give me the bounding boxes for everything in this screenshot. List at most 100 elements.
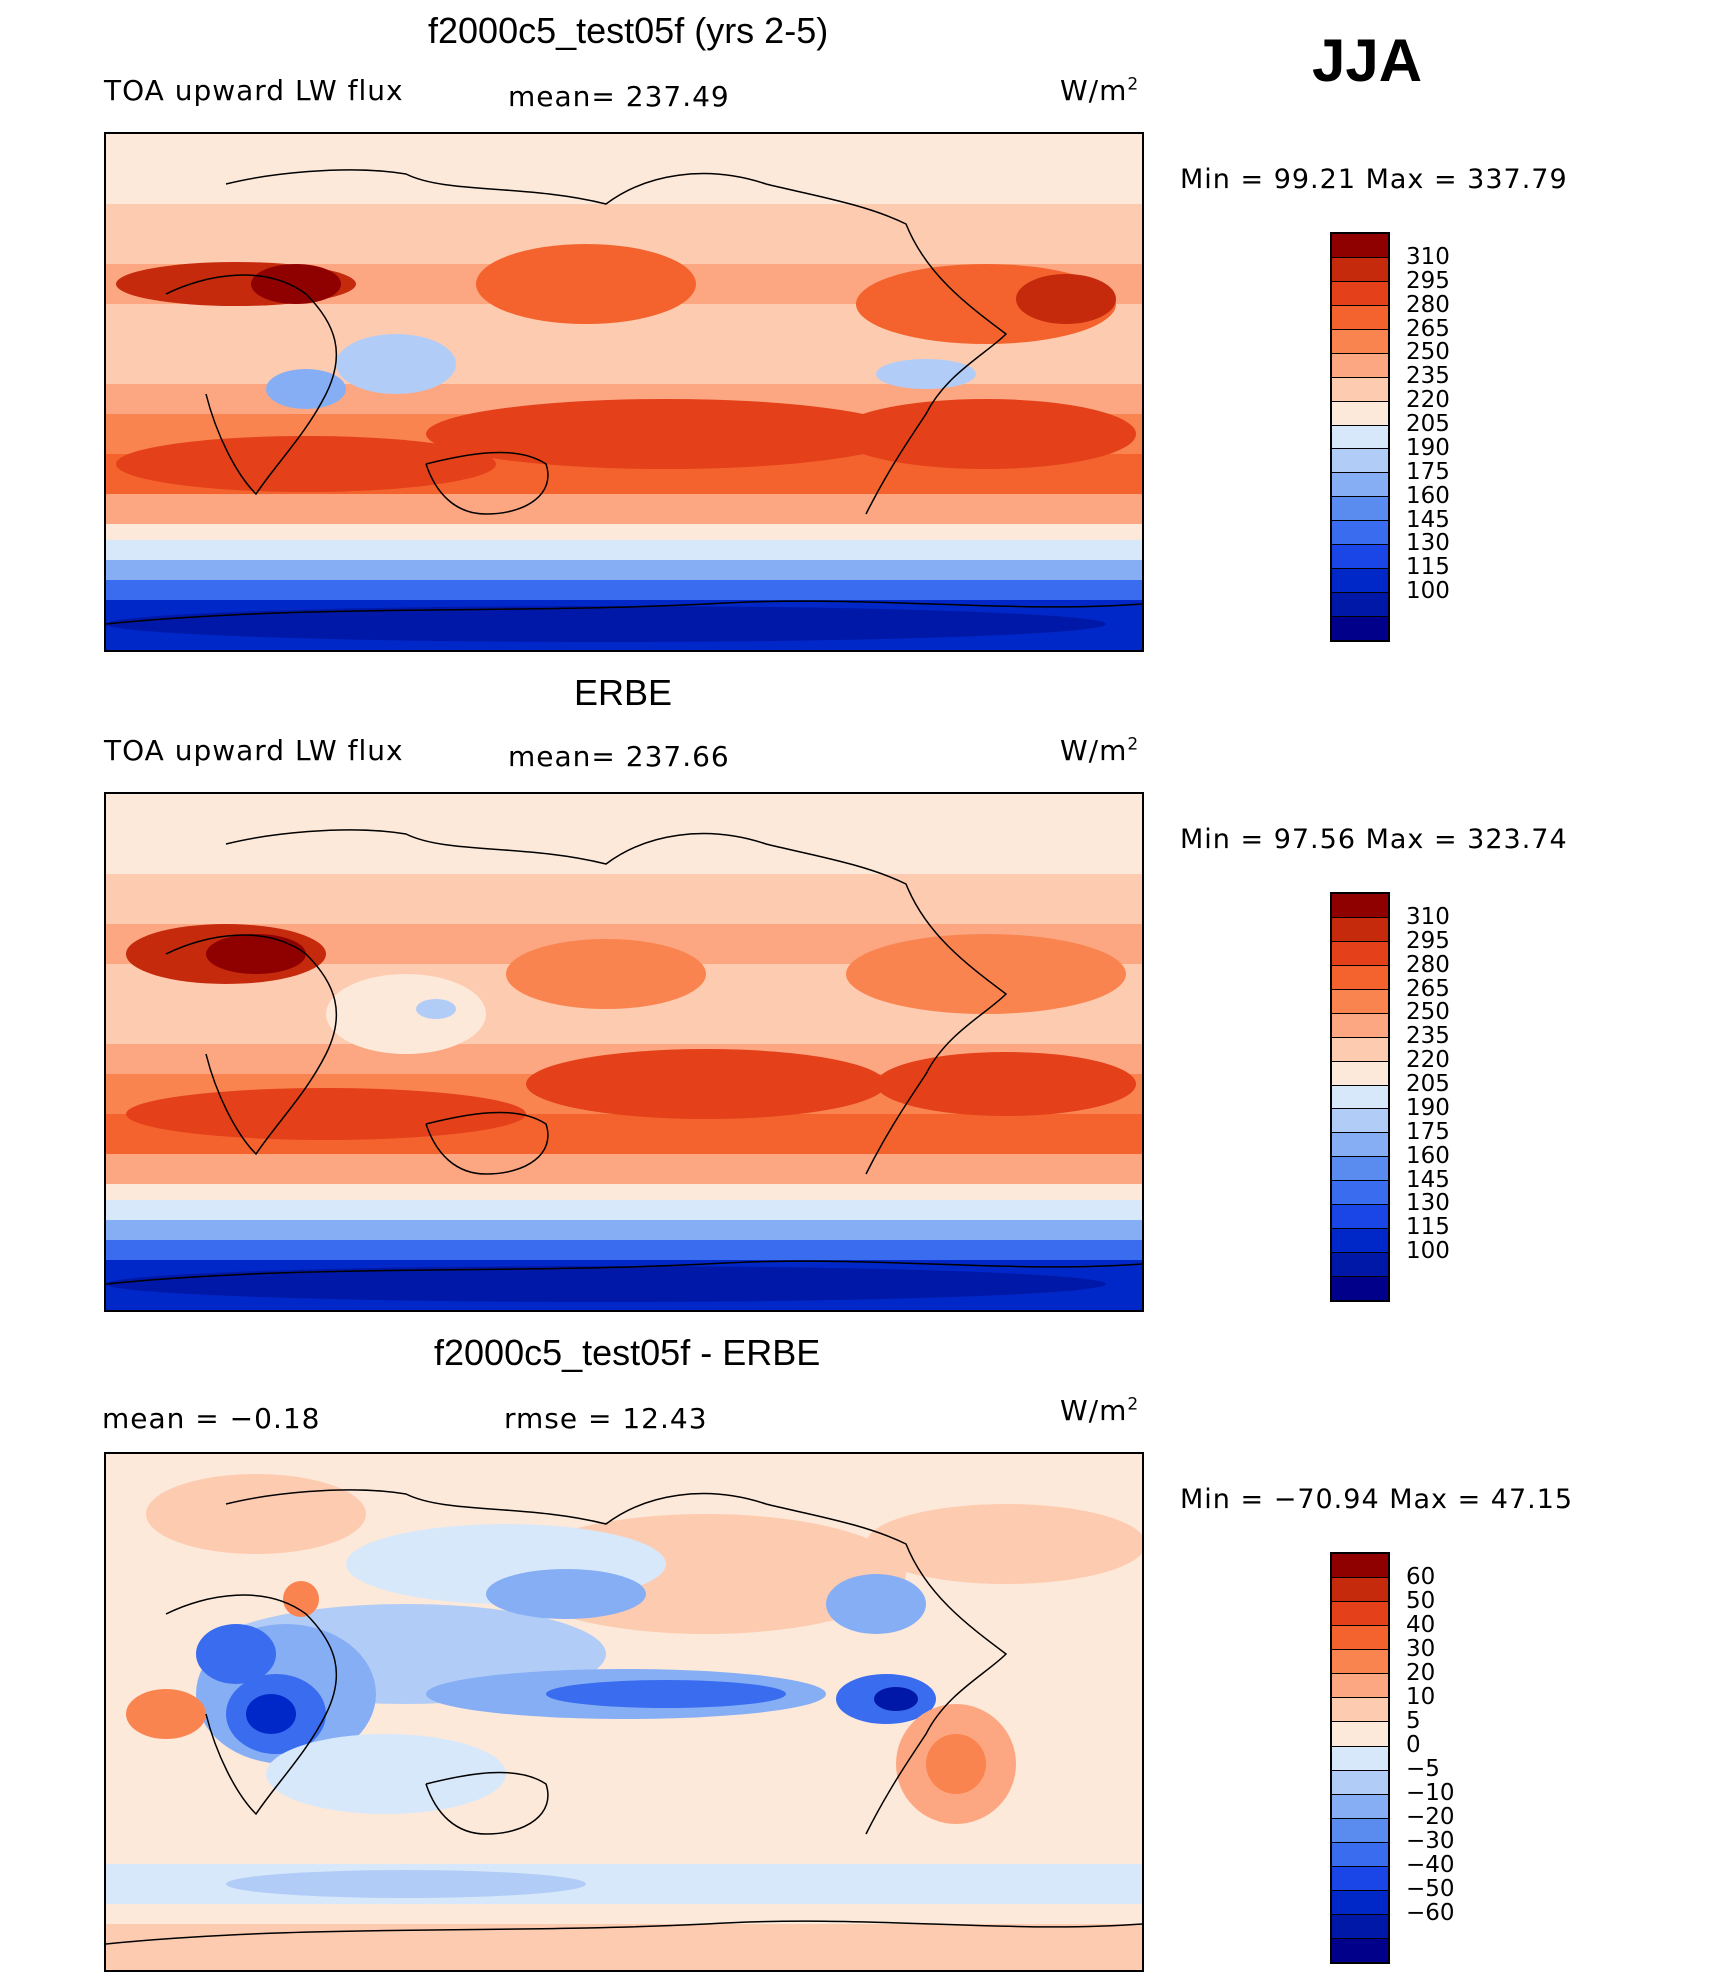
panel2-mean: mean= 237.66 bbox=[508, 740, 730, 773]
colorbar-swatch bbox=[1332, 1037, 1388, 1062]
colorbar-swatch bbox=[1332, 617, 1388, 640]
colorbar-swatch bbox=[1332, 521, 1388, 546]
panel2-map bbox=[104, 792, 1144, 1312]
colorbar-swatch bbox=[1332, 1626, 1388, 1651]
colorbar-swatch bbox=[1332, 1253, 1388, 1277]
panel2-title: ERBE bbox=[574, 672, 673, 713]
colorbar-tick-label: −5 bbox=[1406, 1756, 1440, 1782]
colorbar-swatch bbox=[1332, 1818, 1388, 1843]
season-label: JJA bbox=[1312, 27, 1423, 94]
panel3-title: f2000c5_test05f - ERBE bbox=[434, 1332, 821, 1373]
panel1-units: W/m2 bbox=[1060, 74, 1140, 107]
colorbar-swatch bbox=[1332, 1674, 1388, 1699]
colorbar-swatch bbox=[1332, 1157, 1388, 1182]
colorbar-tick-label: 295 bbox=[1406, 927, 1450, 954]
colorbar-swatch bbox=[1332, 281, 1388, 306]
colorbar-tick-label: 310 bbox=[1406, 243, 1450, 270]
colorbar-swatch bbox=[1332, 569, 1388, 594]
colorbar-tick-label: 250 bbox=[1406, 999, 1450, 1026]
colorbar-swatch bbox=[1332, 1794, 1388, 1819]
colorbar-tick-label: 280 bbox=[1406, 291, 1450, 318]
panel1-title: f2000c5_test05f (yrs 2-5) bbox=[428, 10, 829, 51]
panel1-colorbar bbox=[1330, 232, 1390, 642]
colorbar-swatch bbox=[1332, 1085, 1388, 1110]
colorbar-swatch bbox=[1332, 1277, 1388, 1300]
panel2-colorbar bbox=[1330, 892, 1390, 1302]
colorbar-swatch bbox=[1332, 1109, 1388, 1134]
colorbar-tick-label: 145 bbox=[1406, 506, 1450, 533]
colorbar-swatch bbox=[1332, 473, 1388, 498]
colorbar-tick-label: 265 bbox=[1406, 975, 1450, 1002]
colorbar-swatch bbox=[1332, 1842, 1388, 1867]
colorbar-tick-label: 280 bbox=[1406, 951, 1450, 978]
colorbar-swatch bbox=[1332, 1061, 1388, 1086]
colorbar-swatch bbox=[1332, 1722, 1388, 1747]
colorbar-swatch bbox=[1332, 593, 1388, 617]
colorbar-swatch bbox=[1332, 1866, 1388, 1891]
panel2-minmax: Min = 97.56 Max = 323.74 bbox=[1180, 824, 1568, 855]
colorbar-swatch bbox=[1332, 1181, 1388, 1206]
colorbar-tick-label: 160 bbox=[1406, 482, 1450, 509]
colorbar-tick-label: 10 bbox=[1406, 1684, 1436, 1710]
colorbar-tick-label: 190 bbox=[1406, 1094, 1450, 1121]
colorbar-swatch bbox=[1332, 1698, 1388, 1723]
colorbar-tick-label: −60 bbox=[1406, 1900, 1455, 1926]
colorbar-tick-label: 160 bbox=[1406, 1142, 1450, 1169]
colorbar-swatch bbox=[1332, 305, 1388, 330]
colorbar-swatch bbox=[1332, 545, 1388, 570]
colorbar-tick-label: 220 bbox=[1406, 1047, 1450, 1074]
colorbar-tick-label: 115 bbox=[1406, 554, 1450, 581]
colorbar-tick-label: 100 bbox=[1406, 578, 1450, 605]
colorbar-swatch bbox=[1332, 989, 1388, 1014]
colorbar-tick-label: 0 bbox=[1406, 1732, 1421, 1758]
panel2-variable: TOA upward LW flux bbox=[104, 734, 404, 767]
panel1-mean: mean= 237.49 bbox=[508, 80, 730, 113]
colorbar-swatch bbox=[1332, 353, 1388, 378]
colorbar-swatch bbox=[1332, 497, 1388, 522]
colorbar-swatch bbox=[1332, 965, 1388, 990]
panel3-mean: mean = −0.18 bbox=[102, 1402, 321, 1435]
colorbar-tick-label: −30 bbox=[1406, 1828, 1455, 1854]
colorbar-tick-label: −50 bbox=[1406, 1876, 1455, 1902]
colorbar-swatch bbox=[1332, 941, 1388, 966]
panel3-minmax: Min = −70.94 Max = 47.15 bbox=[1180, 1484, 1574, 1515]
colorbar-swatch bbox=[1332, 1205, 1388, 1230]
colorbar-tick-label: 205 bbox=[1406, 1071, 1450, 1098]
panel3-colorbar bbox=[1330, 1552, 1390, 1964]
colorbar-tick-label: 175 bbox=[1406, 1118, 1450, 1145]
colorbar-swatch bbox=[1332, 425, 1388, 450]
panel1-map bbox=[104, 132, 1144, 652]
panel1-minmax: Min = 99.21 Max = 337.79 bbox=[1180, 164, 1568, 195]
colorbar-tick-label: 235 bbox=[1406, 363, 1450, 390]
panel3-rmse: rmse = 12.43 bbox=[504, 1402, 708, 1435]
colorbar-swatch bbox=[1332, 1578, 1388, 1603]
colorbar-swatch bbox=[1332, 1650, 1388, 1675]
colorbar-swatch bbox=[1332, 1890, 1388, 1915]
colorbar-swatch bbox=[1332, 1602, 1388, 1627]
colorbar-swatch bbox=[1332, 257, 1388, 282]
colorbar-tick-label: 130 bbox=[1406, 1190, 1450, 1217]
colorbar-tick-label: −20 bbox=[1406, 1804, 1455, 1830]
panel3-map bbox=[104, 1452, 1144, 1972]
colorbar-tick-label: 50 bbox=[1406, 1588, 1436, 1614]
colorbar-tick-label: 20 bbox=[1406, 1660, 1436, 1686]
colorbar-swatch bbox=[1332, 1914, 1388, 1939]
colorbar-tick-label: −40 bbox=[1406, 1852, 1455, 1878]
colorbar-swatch bbox=[1332, 917, 1388, 942]
panel2-units: W/m2 bbox=[1060, 734, 1140, 767]
colorbar-swatch bbox=[1332, 1229, 1388, 1254]
colorbar-swatch bbox=[1332, 377, 1388, 402]
colorbar-swatch bbox=[1332, 1013, 1388, 1038]
colorbar-swatch bbox=[1332, 449, 1388, 474]
colorbar-swatch bbox=[1332, 1133, 1388, 1158]
panel3-units: W/m2 bbox=[1060, 1394, 1140, 1427]
panel1-variable: TOA upward LW flux bbox=[104, 74, 404, 107]
colorbar-tick-label: 100 bbox=[1406, 1238, 1450, 1265]
colorbar-tick-label: 265 bbox=[1406, 315, 1450, 342]
colorbar-swatch bbox=[1332, 1939, 1388, 1963]
colorbar-swatch bbox=[1332, 329, 1388, 354]
colorbar-tick-label: 60 bbox=[1406, 1564, 1436, 1590]
colorbar-tick-label: 30 bbox=[1406, 1636, 1436, 1662]
colorbar-tick-label: 205 bbox=[1406, 411, 1450, 438]
colorbar-swatch bbox=[1332, 1746, 1388, 1771]
